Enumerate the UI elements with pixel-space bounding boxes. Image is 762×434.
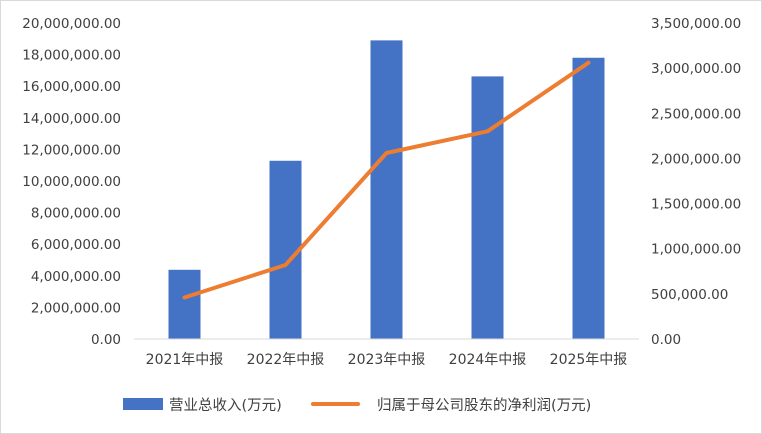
left-tick-label: 20,000,000.00 <box>22 16 121 32</box>
bar <box>168 269 201 339</box>
left-tick-label: 16,000,000.00 <box>22 79 121 95</box>
right-tick-label: 3,500,000.00 <box>651 16 741 32</box>
bar-series <box>168 40 605 340</box>
left-tick-label: 18,000,000.00 <box>22 48 121 64</box>
right-axis-ticks: 0.00 500,000.00 1,000,000.00 1,500,000.00 2,… <box>651 16 741 348</box>
legend-bar-swatch <box>123 398 163 410</box>
left-axis-ticks: 0.00 2,000,000.00 4,000,000.00 6,000,000.00… <box>22 16 121 348</box>
bar <box>370 40 403 339</box>
left-tick-label: 12,000,000.00 <box>22 142 121 158</box>
category-label: 2023年中报 <box>348 352 426 368</box>
left-tick-label: 6,000,000.00 <box>31 237 121 253</box>
right-tick-label: 1,000,000.00 <box>651 242 741 258</box>
bar <box>471 76 504 340</box>
left-tick-label: 4,000,000.00 <box>31 269 121 285</box>
category-label: 2021年中报 <box>146 352 224 368</box>
series-line <box>182 60 591 300</box>
category-labels: 2021年中报 2022年中报 2023年中报 2024年中报 2025年中报 <box>146 352 628 368</box>
watermark: @诗与星空 <box>693 408 753 422</box>
left-tick-label: 8,000,000.00 <box>31 206 121 222</box>
category-label: 2025年中报 <box>550 352 628 368</box>
category-label: 2022年中报 <box>247 352 325 368</box>
left-tick-label: 2,000,000.00 <box>31 300 121 316</box>
bar <box>269 160 302 339</box>
left-tick-label: 10,000,000.00 <box>22 174 121 190</box>
right-tick-label: 3,000,000.00 <box>651 61 741 77</box>
legend-label: 归属于母公司股东的净利润(万元) <box>377 397 591 414</box>
left-tick-label: 0.00 <box>91 332 121 348</box>
line-series <box>182 60 591 300</box>
right-tick-label: 2,000,000.00 <box>651 151 741 167</box>
right-tick-label: 500,000.00 <box>651 287 728 303</box>
legend: 营业总收入(万元) 归属于母公司股东的净利润(万元) <box>123 397 591 414</box>
right-tick-label: 1,500,000.00 <box>651 197 741 213</box>
right-tick-label: 2,500,000.00 <box>651 106 741 122</box>
right-tick-label: 0.00 <box>651 332 681 348</box>
left-tick-label: 14,000,000.00 <box>22 111 121 127</box>
bar <box>572 57 605 339</box>
category-label: 2024年中报 <box>449 352 527 368</box>
watermark-text: @诗与星空 <box>693 408 753 422</box>
legend-label: 营业总收入(万元) <box>169 397 282 414</box>
